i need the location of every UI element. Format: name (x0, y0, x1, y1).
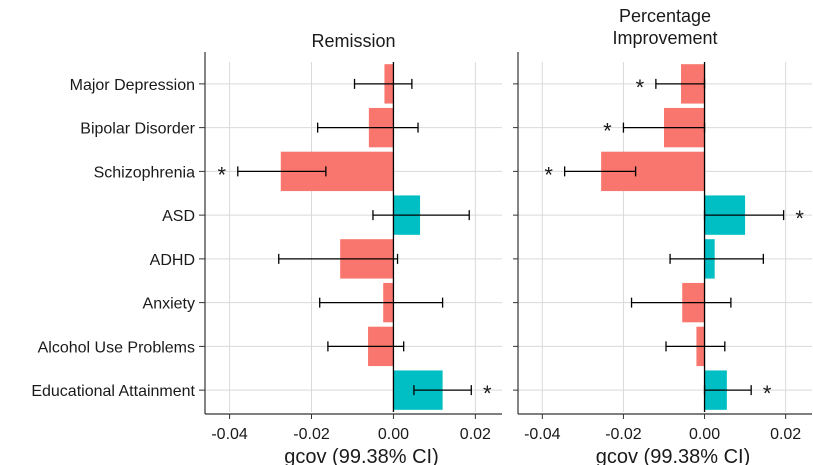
category-label: Alcohol Use Problems (38, 339, 195, 356)
panel-title: Percentage Improvement (612, 6, 717, 48)
category-label: Bipolar Disorder (80, 121, 195, 138)
significance-marker: * (483, 381, 492, 406)
x-tick-label: 0.02 (460, 426, 491, 443)
category-label: Major Depression (70, 77, 195, 94)
x-tick-label: -0.02 (605, 426, 642, 443)
category-label: Educational Attainment (31, 383, 195, 400)
x-tick-label: 0.02 (770, 426, 801, 443)
x-tick-label: 0.00 (689, 426, 720, 443)
significance-marker: * (763, 381, 772, 406)
category-label: Schizophrenia (94, 164, 196, 181)
category-labels: Major Depression Bipolar Disorder Schizoph… (31, 77, 205, 400)
x-tick-label: -0.04 (524, 426, 561, 443)
significance-marker: * (603, 119, 612, 144)
x-axis-title: gcov (99.38% CI) (596, 446, 751, 465)
significance-marker: * (217, 162, 226, 187)
category-label: ADHD (150, 252, 195, 269)
panel-title: Remission (311, 31, 395, 51)
panel-remission: * * -0.04 -0.02 0.00 0.02 gcov (99.38% CI) Remi… (204, 31, 502, 465)
panel-percentage-improvement: * * * * * -0.04 -0.02 0.00 0.02 gcov (99.38% CI) P… (513, 6, 812, 465)
significance-marker: * (795, 206, 804, 231)
x-axis-title: gcov (99.38% CI) (284, 446, 439, 465)
category-label: Anxiety (143, 296, 195, 313)
x-tick-label: -0.02 (293, 426, 330, 443)
x-tick-label: 0.00 (378, 426, 409, 443)
significance-marker: * (636, 75, 645, 100)
significance-marker: * (544, 162, 553, 187)
category-label: ASD (162, 208, 195, 225)
x-tick-label: -0.04 (211, 426, 248, 443)
